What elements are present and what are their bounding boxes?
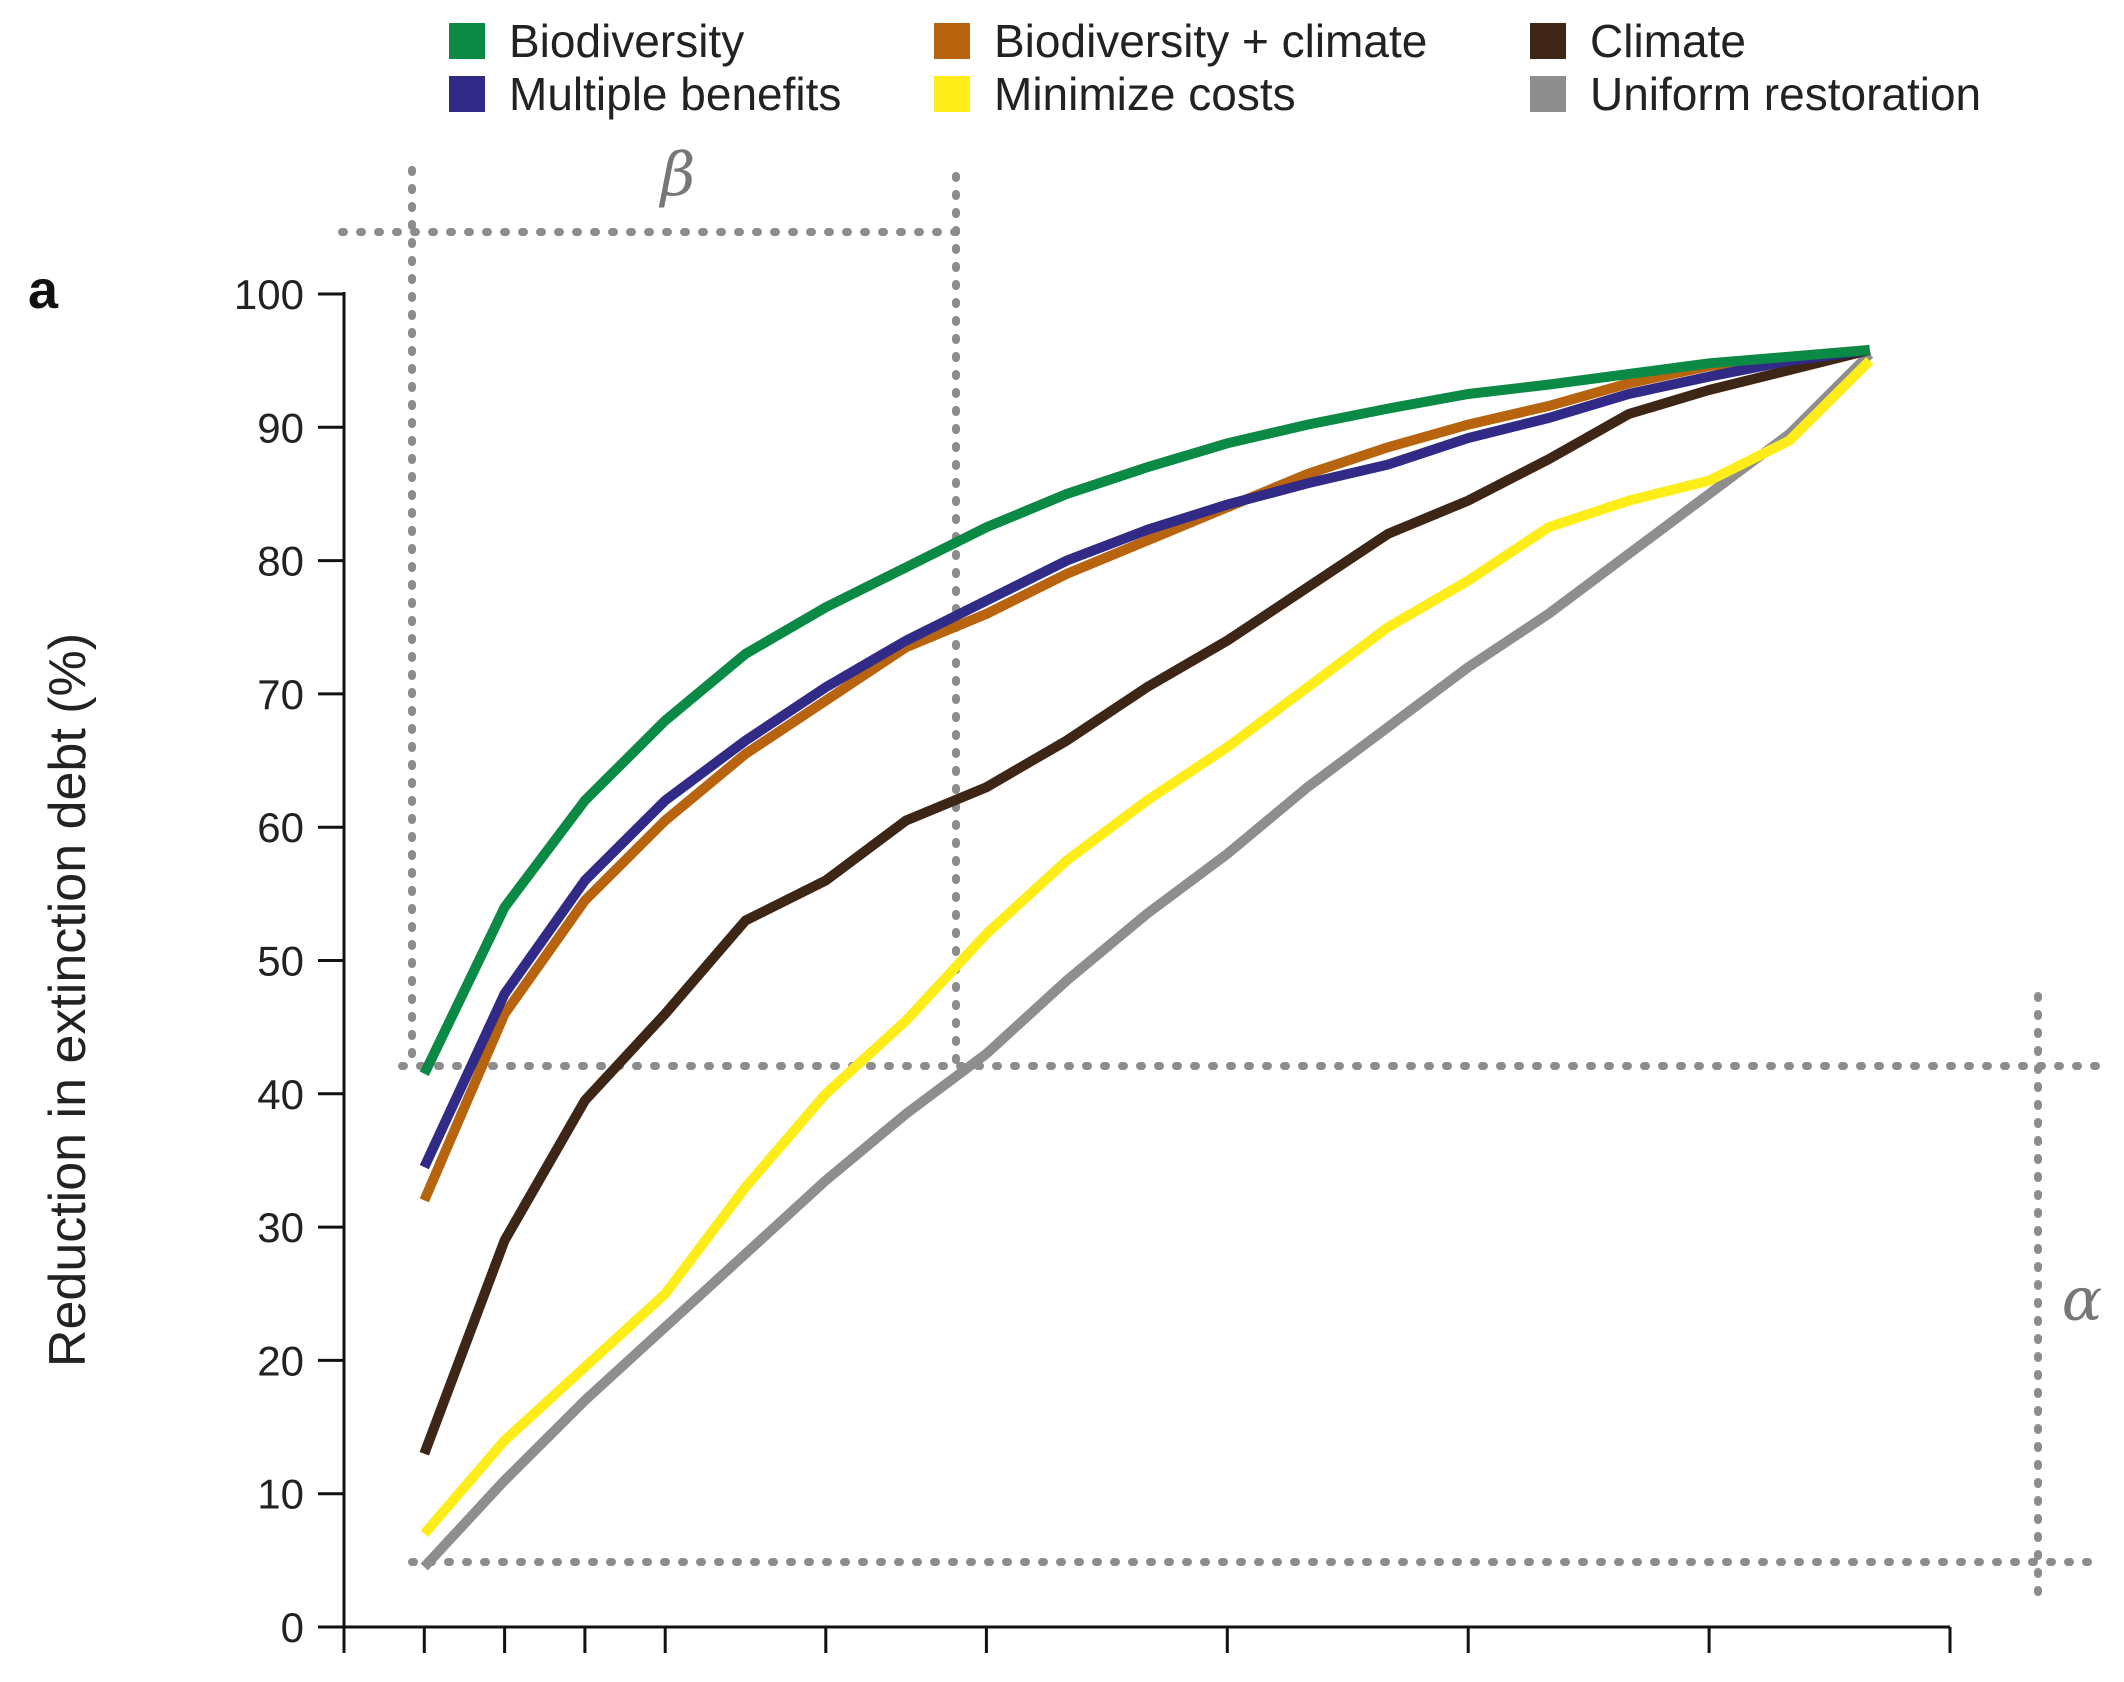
y-axis-label: Reduction in extinction debt (%): [39, 633, 97, 1367]
series-lines: [419, 345, 1874, 1571]
y-tick-label: 20: [257, 1337, 304, 1384]
y-tick-label: 10: [257, 1471, 304, 1518]
alpha-annotation: α: [2062, 1265, 2103, 1335]
legend-label-minimize-costs: Minimize costs: [994, 68, 1296, 120]
beta-annotation: β: [659, 140, 696, 210]
y-tick-label: 100: [234, 271, 304, 318]
panel-label: a: [28, 260, 59, 320]
legend-label-multiple-benefits: Multiple benefits: [509, 68, 841, 120]
series-line-multiple-benefits: [419, 345, 1871, 1170]
y-tick-label: 60: [257, 804, 304, 851]
legend: Biodiversity Biodiversity + climate Climat…: [449, 15, 1981, 120]
series-line-minimize-costs: [420, 357, 1874, 1537]
legend-swatch-uniform-restoration: [1530, 76, 1566, 112]
y-tick-label: 0: [281, 1604, 304, 1651]
legend-swatch-multiple-benefits: [449, 76, 485, 112]
legend-swatch-biodiversity-climate: [934, 23, 970, 59]
series-line-climate: [419, 345, 1871, 1456]
y-tick-label: 90: [257, 404, 304, 451]
legend-swatch-climate: [1530, 23, 1566, 59]
legend-label-climate: Climate: [1590, 15, 1746, 67]
legend-swatch-minimize-costs: [934, 76, 970, 112]
axes: 0 10 20 30 40 50 60 70 80 90 100: [234, 271, 1952, 1653]
series-line-uniform-restoration: [420, 350, 1874, 1571]
series-line-biodiversity: [419, 345, 1871, 1076]
y-tick-label: 40: [257, 1071, 304, 1118]
legend-label-biodiversity: Biodiversity: [509, 15, 744, 67]
y-tick-label: 30: [257, 1204, 304, 1251]
series-line-biodiversity-climate: [419, 345, 1871, 1203]
guide-lines: [338, 166, 2104, 1610]
legend-swatch-biodiversity: [449, 23, 485, 59]
y-tick-label: 70: [257, 671, 304, 718]
y-tick-label: 50: [257, 938, 304, 985]
y-tick-label: 80: [257, 538, 304, 585]
legend-label-uniform-restoration: Uniform restoration: [1590, 68, 1981, 120]
legend-label-biodiversity-climate: Biodiversity + climate: [994, 15, 1427, 67]
